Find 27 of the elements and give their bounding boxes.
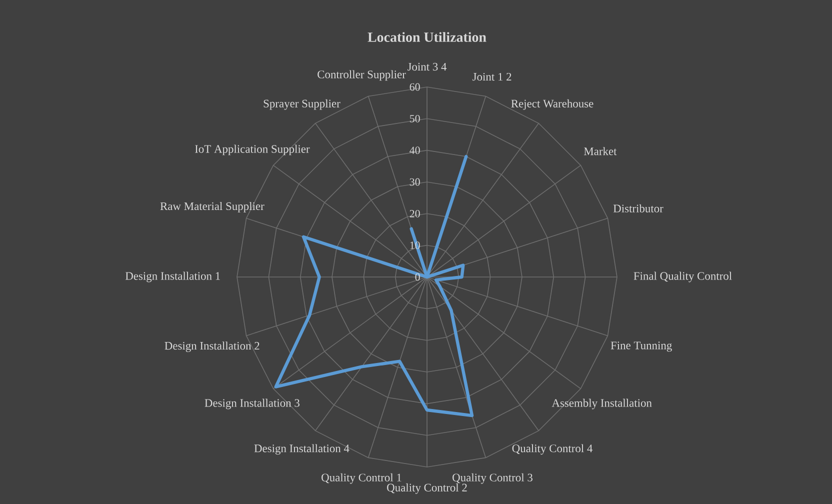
- y-tick-label: 30: [410, 178, 420, 186]
- spoke-label: Assembly Installation: [552, 398, 652, 410]
- spoke-label: Raw Material Supplier: [160, 202, 264, 212]
- spoke-label: Quality Control 4: [512, 444, 593, 455]
- spoke-label: Distributor: [613, 204, 664, 212]
- spoke-label: Quality Control 1: [322, 473, 402, 484]
- y-tick-label: 0: [415, 273, 420, 281]
- spoke-label: IoT Application Supplier: [195, 144, 310, 156]
- spoke-label: Design Installation 3: [204, 398, 300, 410]
- spoke-label: Design Installation 1: [125, 272, 220, 282]
- y-tick-label: 40: [410, 146, 420, 154]
- y-tick-label: 20: [410, 210, 420, 218]
- chart-title: Location Utilization: [368, 32, 486, 42]
- y-tick-label: 50: [410, 114, 420, 122]
- spoke-label: Design Installation 4: [254, 444, 350, 455]
- spoke-label: Joint 1 2: [472, 72, 512, 81]
- spoke-label: Final Quality Control: [634, 272, 732, 282]
- spoke-label: Market: [584, 147, 617, 156]
- spoke-label: Quality Control 2: [387, 483, 467, 494]
- spoke-label: Reject Warehouse: [511, 99, 594, 110]
- spoke-label: Sprayer Supplier: [264, 99, 340, 110]
- spoke-label: Fine Tunning: [610, 342, 672, 352]
- spoke-label: Controller Supplier: [318, 70, 406, 81]
- y-tick-label: 60: [410, 83, 420, 91]
- spoke-label: Design Installation 2: [164, 342, 260, 352]
- spoke-label: Quality Control 3: [452, 473, 532, 484]
- spoke-label: Joint 3 4: [408, 62, 447, 71]
